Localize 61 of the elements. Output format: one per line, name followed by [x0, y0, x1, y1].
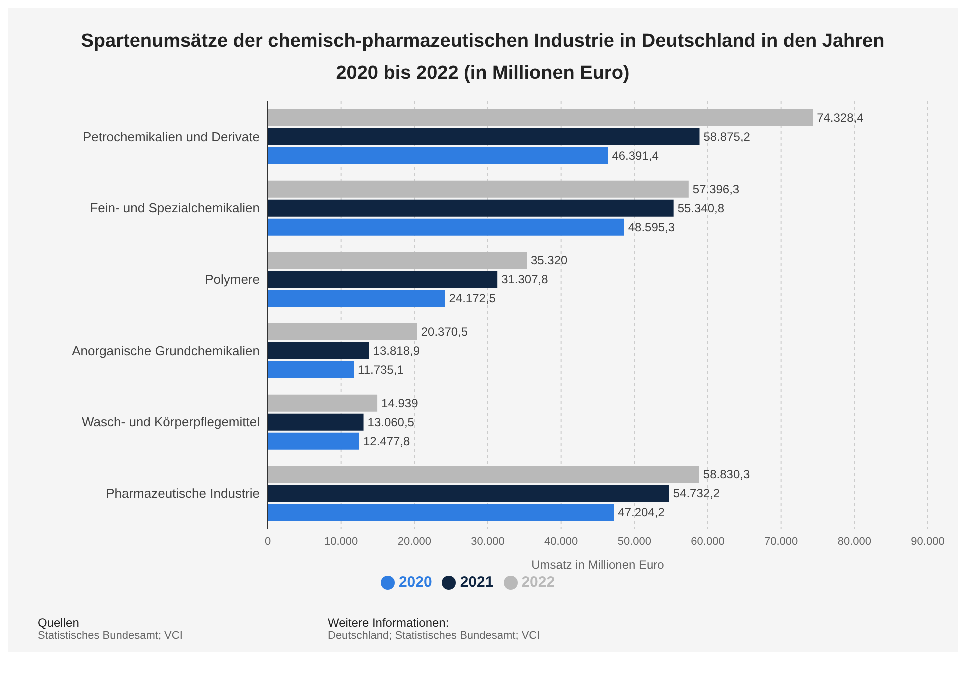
bar	[268, 218, 624, 236]
bar	[268, 110, 814, 127]
data-label: 47.204,2	[618, 506, 666, 520]
bar	[268, 485, 670, 502]
data-label: 13.818,9	[373, 344, 420, 358]
legend-label: 2021	[460, 574, 494, 591]
data-label: 46.391,4	[612, 149, 660, 164]
text: Statistisches Bundesamt; VCI	[38, 630, 184, 642]
data-label: 13.060,5	[368, 415, 415, 430]
text: Quellen	[38, 616, 80, 630]
x-tick-label: 10.000	[324, 536, 358, 548]
y-tick-label: Wasch- und Körperpflegemittel	[82, 414, 260, 430]
bar	[268, 394, 378, 412]
data-label: 58.830,3	[703, 468, 750, 482]
text: Deutschland; Statistisches Bundesamt; VCI	[328, 630, 540, 642]
data-label: 55.340,8	[678, 201, 725, 216]
bar	[268, 252, 528, 270]
bar	[268, 362, 354, 379]
x-tick-label: 0	[264, 536, 272, 548]
legend-label: 2022	[522, 574, 556, 591]
data-label: 35.320	[531, 254, 568, 268]
x-axis-title: Umsatz in Millionen Euro	[532, 558, 665, 572]
chart-title: Spartenumsätze der chemisch-pharmazeutischen Industrie in Deutschland in den Jahren 2020 bis 2022 (in Millionen Euro)	[80, 30, 886, 86]
x-tick-label: 40.000	[544, 536, 578, 548]
data-label: 20.370,5	[421, 325, 468, 340]
y-tick-label: Anorganische Grundchemikalien	[72, 343, 260, 358]
x-tick-label: 70.000	[764, 536, 798, 548]
y-tick-label: Fein- und Spezialchemikalien	[90, 200, 260, 216]
bar	[268, 290, 446, 308]
bar	[268, 466, 700, 484]
bar	[268, 271, 498, 288]
data-label: 11.735,1	[358, 363, 404, 378]
data-label: 14.939	[382, 396, 419, 410]
x-tick-label: 50.000	[618, 536, 652, 548]
x-tick-label: 30.000	[471, 536, 505, 548]
y-tick-label: Pharmazeutische Industrie	[106, 486, 260, 501]
data-label: 24.172,5	[449, 292, 496, 306]
data-label: 31.307,8	[502, 272, 549, 287]
data-label: 74.328,4	[817, 111, 864, 126]
data-label: 57.396,3	[692, 182, 740, 196]
data-label: 48.595,3	[628, 220, 676, 234]
legend-label: 2020	[398, 574, 432, 591]
bar	[268, 414, 364, 431]
data-label: 12.477,8	[364, 434, 411, 448]
bar	[268, 180, 689, 198]
y-tick-label: Petrochemikalien und Derivate	[82, 129, 260, 144]
data-label: 54.732,2	[673, 486, 720, 501]
data-label: 58.875,2	[704, 130, 751, 144]
x-tick-label: 80.000	[838, 536, 872, 548]
bar	[268, 342, 370, 360]
x-tick-label: 20.000	[398, 536, 432, 548]
bar	[268, 128, 700, 146]
bar	[268, 504, 614, 522]
bar	[268, 200, 674, 217]
text: Weitere Informationen:	[328, 616, 450, 630]
bar	[268, 432, 360, 450]
bar	[268, 324, 418, 341]
x-tick-label: 60.000	[691, 536, 725, 548]
bar	[268, 148, 608, 165]
x-tick-label: 90.000	[911, 536, 945, 548]
y-tick-label: Polymere	[205, 272, 260, 287]
